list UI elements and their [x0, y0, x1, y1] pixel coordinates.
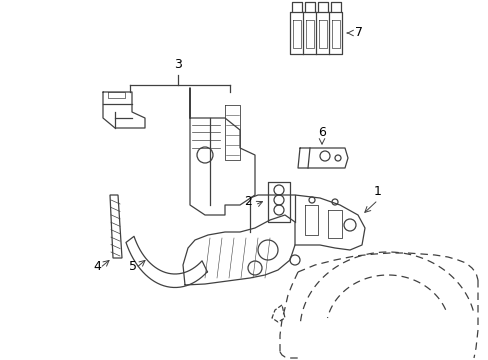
Text: 1: 1 — [373, 185, 381, 198]
Text: 6: 6 — [317, 126, 325, 139]
Text: 3: 3 — [174, 58, 182, 71]
Text: 4: 4 — [93, 260, 101, 273]
Text: 2: 2 — [244, 195, 251, 208]
Text: 5: 5 — [129, 260, 137, 273]
Text: 7: 7 — [354, 27, 362, 40]
